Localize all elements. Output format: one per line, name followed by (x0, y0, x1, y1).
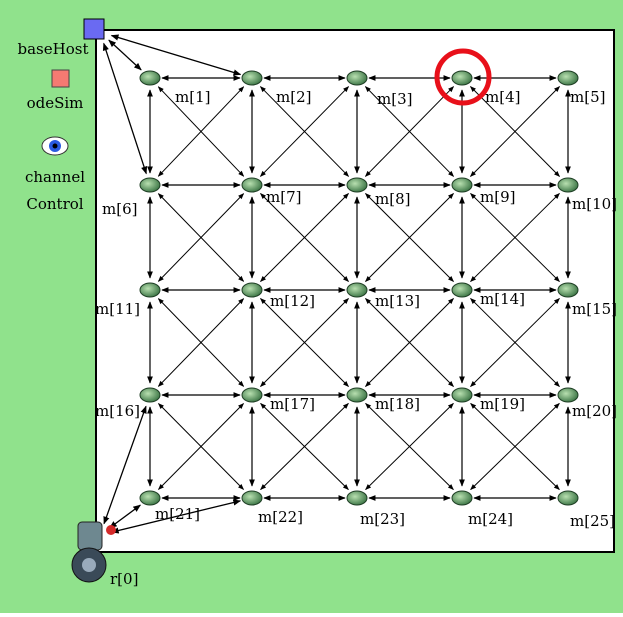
node-label: m[3] (377, 90, 412, 108)
node-label: m[1] (175, 88, 210, 106)
node-icon (241, 70, 263, 86)
node-icon (139, 70, 161, 86)
node-icon (451, 490, 473, 506)
link (157, 193, 245, 282)
node-icon (451, 282, 473, 298)
edges (102, 34, 571, 534)
link (102, 42, 148, 175)
node-icon (346, 177, 368, 193)
link (157, 86, 245, 177)
node-icon (451, 70, 473, 86)
node-label: m[12] (270, 292, 315, 310)
node-label: m[20] (572, 402, 617, 420)
node-label: m[21] (155, 505, 200, 523)
ode-sim-label: odeSim (27, 94, 84, 112)
link (470, 86, 560, 177)
node-label: m[17] (270, 395, 315, 413)
node-label: m[14] (480, 290, 525, 308)
channel-label: channel (25, 168, 85, 186)
link (364, 86, 455, 177)
node-icon (139, 282, 161, 298)
link (470, 193, 560, 282)
ode-sim-icon (51, 69, 70, 88)
node-label: m[9] (480, 188, 515, 206)
link (260, 402, 349, 491)
node-icon (241, 490, 263, 506)
base-host-label: baseHost (18, 40, 89, 58)
link (365, 298, 454, 387)
node-icon (346, 70, 368, 86)
link (470, 402, 560, 491)
node-icon (241, 177, 263, 193)
link (259, 86, 350, 177)
node-icon (139, 177, 161, 193)
node-label: m[16] (95, 402, 140, 420)
link (110, 499, 242, 534)
link (365, 193, 454, 282)
node-label: m[4] (485, 88, 520, 106)
node-icon (557, 490, 579, 506)
node-icon (451, 387, 473, 403)
node-icon (241, 282, 263, 298)
node-icon (451, 177, 473, 193)
robot-label: r[0] (110, 570, 138, 588)
channel-control-icon (41, 136, 69, 156)
link (365, 402, 454, 491)
node-label: m[10] (572, 195, 617, 213)
highlight-circle (434, 48, 492, 106)
link (260, 298, 349, 387)
node-icon (346, 387, 368, 403)
node-icon (241, 387, 263, 403)
link (157, 298, 245, 387)
node-label: m[23] (360, 510, 405, 528)
node-icon (557, 282, 579, 298)
node-icon (557, 387, 579, 403)
node-label: m[5] (570, 88, 605, 106)
link (260, 193, 349, 282)
link (158, 403, 244, 490)
node-label: m[2] (276, 88, 311, 106)
node-icon (346, 490, 368, 506)
node-icon (139, 490, 161, 506)
link (110, 34, 242, 76)
node-label: m[6] (102, 200, 137, 218)
node-label: m[11] (95, 300, 140, 318)
node-icon (346, 282, 368, 298)
base-host-icon (83, 18, 105, 40)
node-label: m[13] (375, 292, 420, 310)
nodes: m[1] m[2] m[3] m[4] m[5] m[6] m[7] m[8] m[9] m[10… (95, 70, 617, 530)
node-icon (557, 70, 579, 86)
node-icon (139, 387, 161, 403)
link (470, 298, 560, 387)
robot-icon (71, 521, 116, 583)
node-label: m[19] (480, 395, 525, 413)
node-label: m[22] (258, 508, 303, 526)
control-label: Control (26, 195, 83, 213)
node-label: m[18] (375, 395, 420, 413)
node-label: m[7] (266, 188, 301, 206)
node-label: m[25] (570, 512, 615, 530)
node-label: m[15] (572, 300, 617, 318)
node-label: m[8] (375, 190, 410, 208)
node-label: m[24] (468, 510, 513, 528)
node-icon (557, 177, 579, 193)
